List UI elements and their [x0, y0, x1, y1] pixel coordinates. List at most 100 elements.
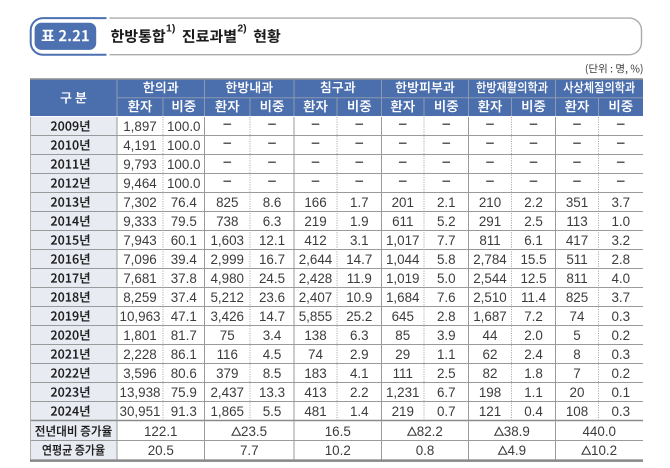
- svg-text:3.7: 3.7: [611, 290, 630, 305]
- svg-text:38.9: 38.9: [504, 424, 530, 439]
- svg-text:6.7: 6.7: [437, 385, 456, 400]
- svg-text:2,999: 2,999: [210, 252, 244, 267]
- svg-text:82: 82: [483, 366, 498, 381]
- svg-text:74: 74: [308, 347, 323, 362]
- svg-text:2,428: 2,428: [299, 271, 333, 286]
- svg-text:100.0: 100.0: [167, 157, 201, 172]
- svg-text:3.4: 3.4: [263, 328, 282, 343]
- svg-text:2.0: 2.0: [524, 328, 543, 343]
- svg-text:111: 111: [393, 366, 413, 381]
- svg-text:2,407: 2,407: [299, 290, 333, 305]
- svg-text:10,963: 10,963: [120, 309, 161, 324]
- svg-text:7: 7: [573, 366, 580, 381]
- svg-text:1,684: 1,684: [386, 290, 420, 305]
- svg-text:351: 351: [566, 195, 588, 210]
- svg-text:0.3: 0.3: [611, 347, 630, 362]
- svg-text:7.7: 7.7: [240, 443, 259, 458]
- svg-text:100.0: 100.0: [167, 138, 201, 153]
- svg-text:6.3: 6.3: [350, 328, 369, 343]
- svg-text:74: 74: [570, 309, 585, 324]
- svg-text:44: 44: [483, 328, 498, 343]
- svg-text:6.1: 6.1: [524, 233, 543, 248]
- svg-text:116: 116: [217, 347, 238, 362]
- svg-text:12.1: 12.1: [259, 233, 285, 248]
- svg-text:20.5: 20.5: [148, 443, 174, 458]
- svg-text:10.9: 10.9: [346, 290, 372, 305]
- svg-text:8.6: 8.6: [263, 195, 282, 210]
- svg-text:825: 825: [216, 195, 238, 210]
- svg-text:3.1: 3.1: [350, 233, 369, 248]
- svg-text:7,302: 7,302: [123, 195, 157, 210]
- svg-text:0.7: 0.7: [437, 404, 456, 419]
- svg-text:37.4: 37.4: [171, 290, 198, 305]
- svg-text:1): 1): [166, 22, 175, 34]
- svg-text:2): 2): [237, 22, 246, 34]
- svg-text:75.9: 75.9: [171, 385, 197, 400]
- svg-text:4.5: 4.5: [263, 347, 282, 362]
- svg-text:82.2: 82.2: [417, 424, 443, 439]
- svg-text:1.7: 1.7: [350, 195, 369, 210]
- svg-text:24.5: 24.5: [259, 271, 285, 286]
- svg-text:166: 166: [304, 195, 326, 210]
- svg-text:183: 183: [304, 366, 326, 381]
- svg-text:7,681: 7,681: [123, 271, 157, 286]
- svg-text:198: 198: [479, 385, 501, 400]
- svg-text:30,951: 30,951: [120, 404, 161, 419]
- svg-text:39.4: 39.4: [171, 252, 198, 267]
- svg-text:138: 138: [304, 328, 326, 343]
- svg-text:10.2: 10.2: [591, 443, 617, 458]
- svg-text:481: 481: [304, 404, 326, 419]
- svg-text:121: 121: [479, 404, 501, 419]
- svg-text:75: 75: [220, 328, 235, 343]
- svg-text:1,897: 1,897: [123, 119, 157, 134]
- svg-text:2.8: 2.8: [611, 252, 630, 267]
- svg-text:413: 413: [304, 385, 326, 400]
- svg-text:3,596: 3,596: [123, 366, 157, 381]
- svg-text:7.6: 7.6: [437, 290, 456, 305]
- svg-text:2,544: 2,544: [473, 271, 507, 286]
- svg-text:7.7: 7.7: [437, 233, 456, 248]
- svg-text:2.4: 2.4: [524, 347, 543, 362]
- svg-text:76.4: 76.4: [171, 195, 198, 210]
- svg-text:108: 108: [566, 404, 588, 419]
- svg-text:3.2: 3.2: [611, 233, 630, 248]
- svg-text:8,259: 8,259: [123, 290, 157, 305]
- svg-text:80.6: 80.6: [171, 366, 197, 381]
- svg-text:37.8: 37.8: [171, 271, 197, 286]
- svg-text:85: 85: [395, 328, 410, 343]
- svg-text:5.2: 5.2: [437, 214, 456, 229]
- svg-text:738: 738: [216, 214, 238, 229]
- svg-text:9,333: 9,333: [123, 214, 157, 229]
- svg-text:5,212: 5,212: [210, 290, 244, 305]
- svg-text:60.1: 60.1: [171, 233, 197, 248]
- svg-text:0.3: 0.3: [611, 404, 630, 419]
- svg-text:1,231: 1,231: [386, 385, 420, 400]
- svg-text:0.4: 0.4: [524, 404, 543, 419]
- svg-text:79.5: 79.5: [171, 214, 197, 229]
- svg-text:7,096: 7,096: [123, 252, 157, 267]
- svg-text:1.1: 1.1: [437, 347, 456, 362]
- svg-text:5: 5: [573, 328, 580, 343]
- svg-text:811: 811: [479, 233, 500, 248]
- svg-text:5.0: 5.0: [437, 271, 456, 286]
- svg-text:825: 825: [566, 290, 588, 305]
- svg-text:219: 219: [304, 214, 326, 229]
- svg-text:11.4: 11.4: [521, 290, 547, 305]
- svg-text:0.8: 0.8: [416, 443, 435, 458]
- svg-text:91.3: 91.3: [171, 404, 197, 419]
- svg-text:0.2: 0.2: [611, 366, 630, 381]
- svg-text:4,980: 4,980: [210, 271, 244, 286]
- svg-text:13,938: 13,938: [120, 385, 161, 400]
- svg-text:23.5: 23.5: [241, 424, 267, 439]
- svg-text:14.7: 14.7: [259, 309, 285, 324]
- svg-text:81.7: 81.7: [171, 328, 197, 343]
- svg-text:47.1: 47.1: [171, 309, 197, 324]
- svg-text:2,228: 2,228: [123, 347, 157, 362]
- svg-text:0.1: 0.1: [611, 385, 630, 400]
- svg-text:291: 291: [479, 214, 501, 229]
- svg-text:0.2: 0.2: [611, 328, 630, 343]
- svg-text:1.9: 1.9: [350, 214, 369, 229]
- svg-text:611: 611: [392, 214, 413, 229]
- svg-text:3.9: 3.9: [437, 328, 456, 343]
- svg-text:2.8: 2.8: [437, 309, 456, 324]
